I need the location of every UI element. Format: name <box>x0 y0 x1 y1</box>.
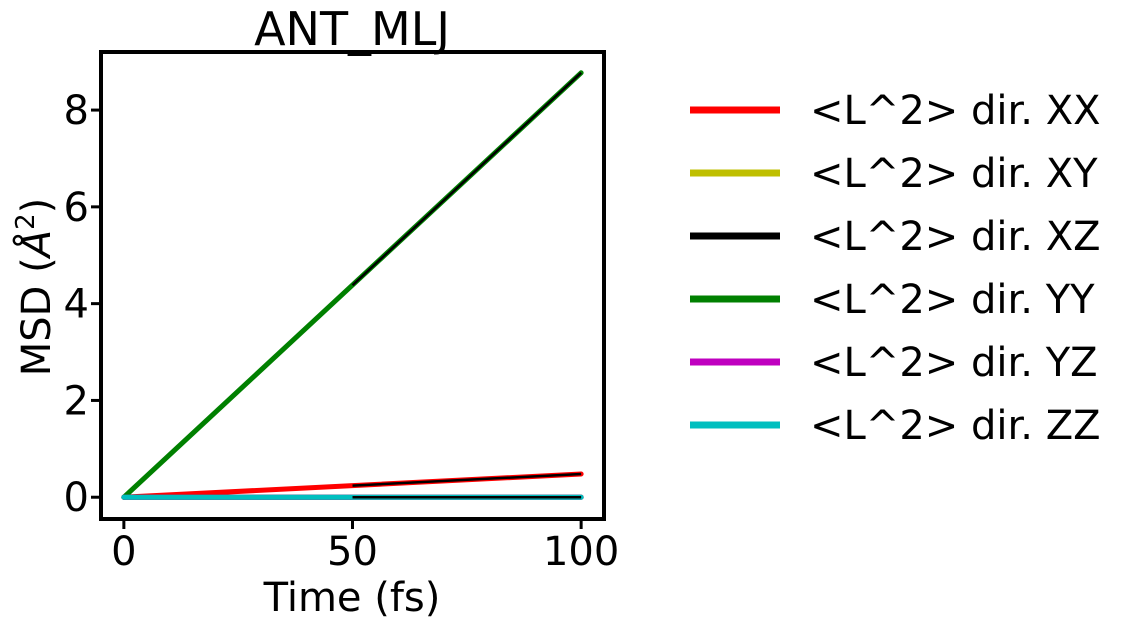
x-tick-label: 100 <box>543 529 619 575</box>
fit-line-2 <box>351 71 582 287</box>
legend-label-4: <L^2> dir. YZ <box>810 340 1098 386</box>
x-tick-label: 50 <box>327 529 378 575</box>
legend-label-1: <L^2> dir. XY <box>810 151 1098 197</box>
y-axis-label-sup: 2 <box>11 213 41 230</box>
y-tick-label: 0 <box>64 475 89 521</box>
y-axis-label-main: MSD ( <box>14 257 60 376</box>
legend: <L^2> dir. XX <L^2> dir. XY <L^2> dir. XZ <… <box>690 88 1101 449</box>
legend-label-5: <L^2> dir. ZZ <box>810 403 1101 449</box>
chart-title: ANT_MLJ <box>254 2 450 56</box>
fit-lines <box>351 71 582 499</box>
plot-area <box>99 50 606 521</box>
legend-label-3: <L^2> dir. YY <box>810 277 1095 323</box>
x-axis: 0 50 100 <box>111 519 619 575</box>
y-axis: 0 2 4 6 8 <box>64 88 101 521</box>
y-axis-label-close: ) <box>14 198 60 214</box>
x-tick-label: 0 <box>111 529 136 575</box>
fit-line-0 <box>352 472 582 487</box>
y-tick-label: 2 <box>64 378 89 424</box>
legend-label-2: <L^2> dir. XZ <box>810 214 1101 260</box>
y-tick-label: 4 <box>64 282 89 328</box>
y-axis-label-unit: Å <box>12 230 60 260</box>
y-tick-label: 6 <box>64 185 89 231</box>
y-tick-label: 8 <box>64 88 89 134</box>
legend-label-0: <L^2> dir. XX <box>810 88 1101 134</box>
y-axis-label: MSD (Å2) <box>11 198 60 377</box>
x-axis-label: Time (fs) <box>263 575 441 621</box>
